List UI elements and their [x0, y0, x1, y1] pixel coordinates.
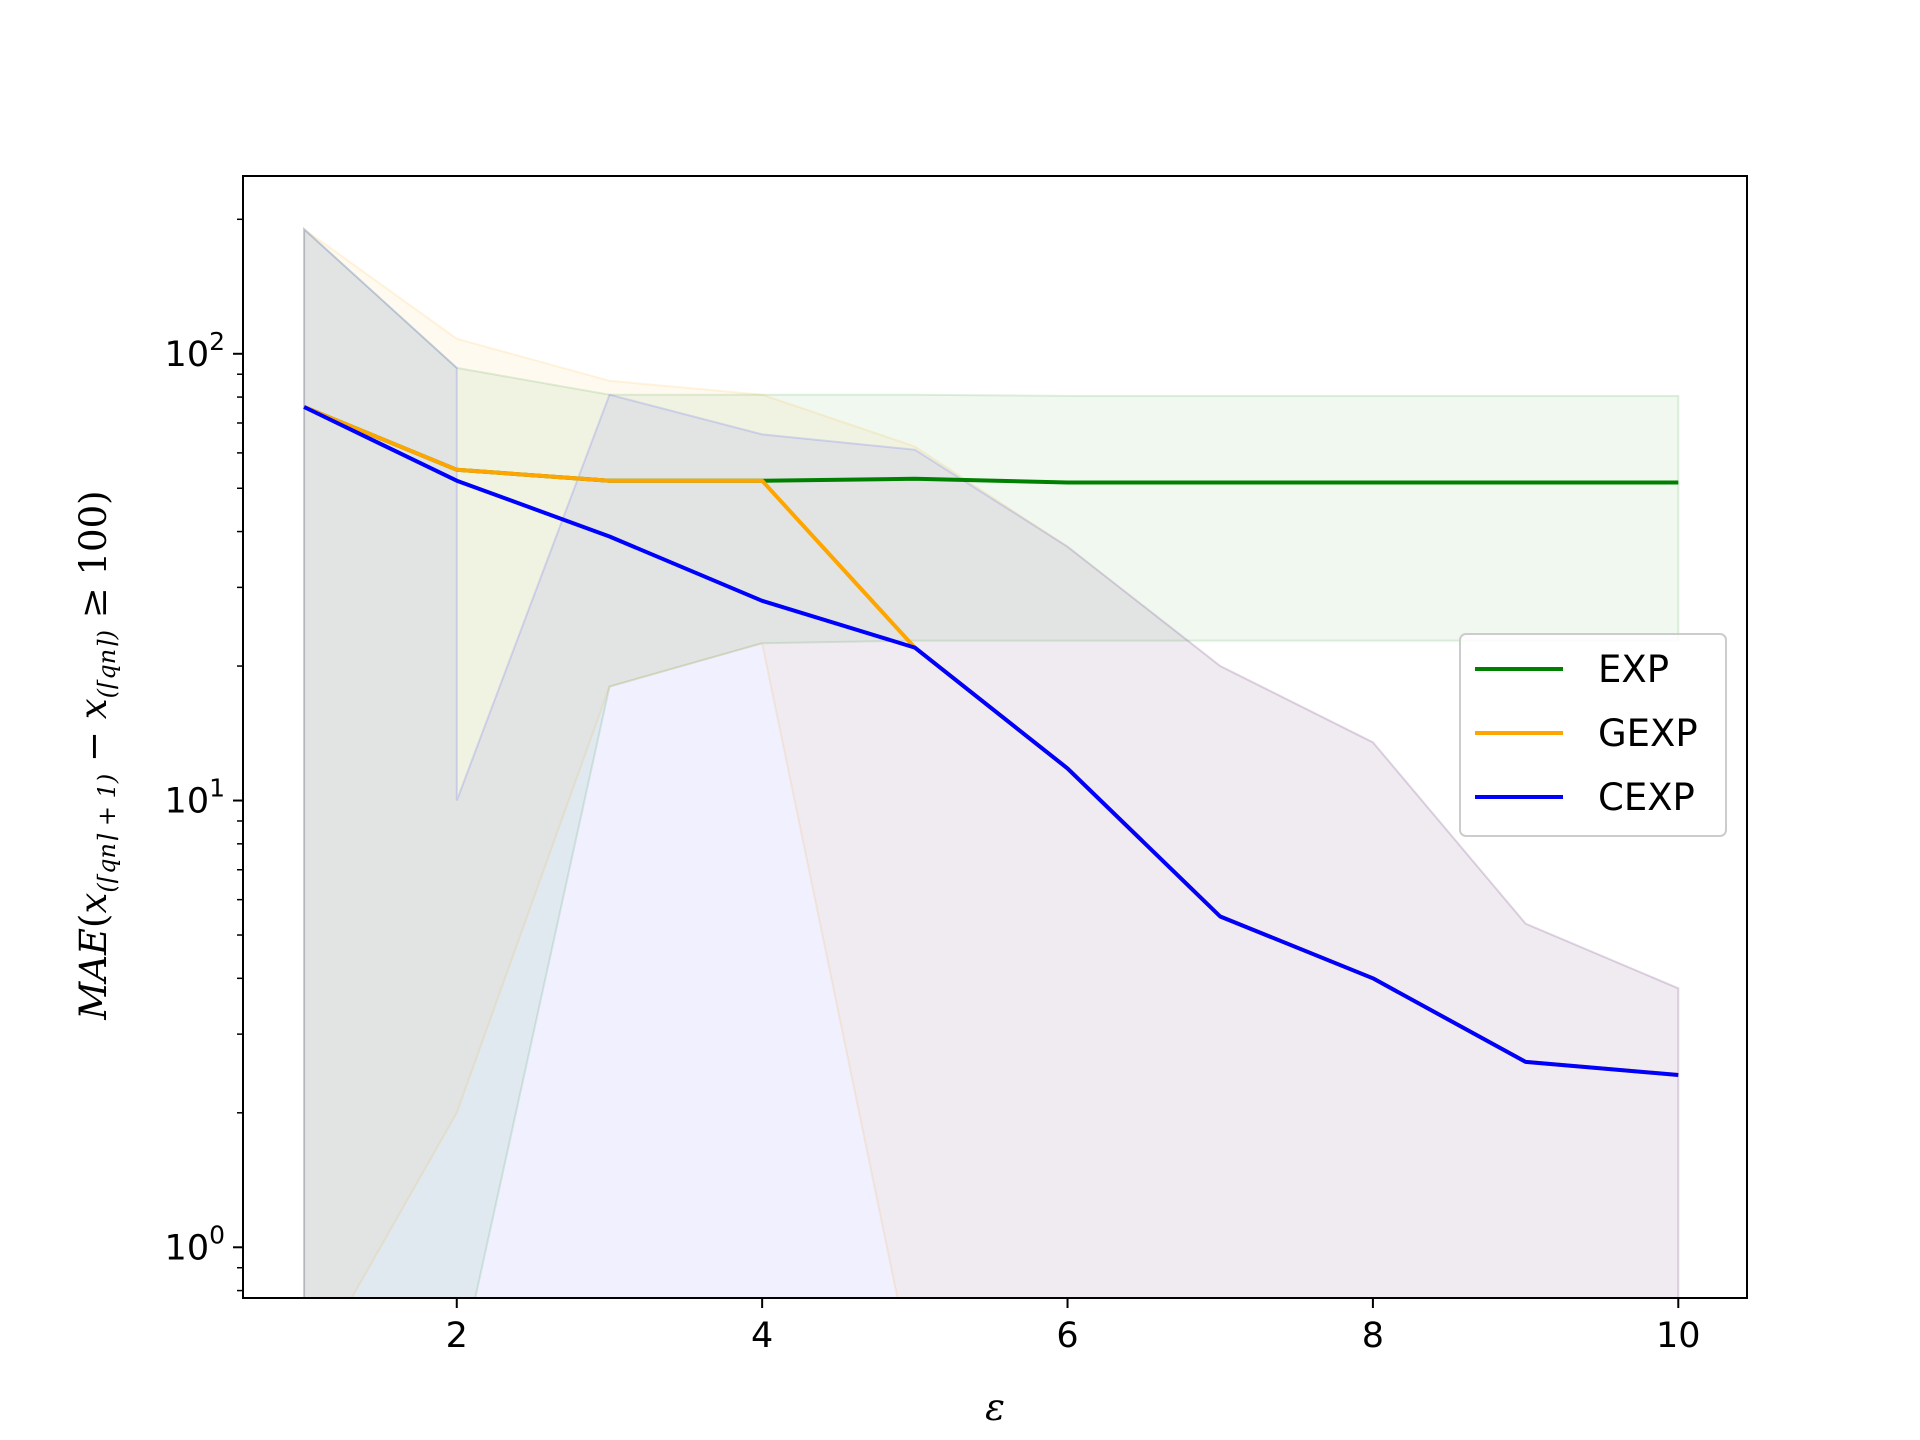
x-axis-label: ε	[985, 1386, 1005, 1429]
band-cexp	[303, 226, 1680, 1298]
x-tick-label: 4	[751, 1316, 773, 1356]
y-axis-label: MAE(x(⌈qn⌉ + 1) − x(⌈qn⌉) ≥ 100)	[72, 490, 121, 1020]
y-label-minus: −	[72, 719, 115, 774]
y-tick-label: 100	[165, 1220, 225, 1268]
confidence-bands	[303, 226, 1680, 1298]
y-label-sub1: (⌈qn⌉ + 1)	[93, 774, 121, 893]
legend-label-exp: EXP	[1598, 648, 1669, 691]
legend-frame	[1459, 633, 1727, 837]
y-label-tail: ≥ 100)	[72, 490, 115, 630]
y-tick-label: 101	[165, 774, 225, 822]
band-gexp	[303, 227, 1680, 1298]
x-tick-label: 8	[1362, 1316, 1384, 1356]
y-label-open: (	[72, 914, 115, 928]
x-tick-label: 2	[446, 1316, 468, 1356]
line-cexp	[303, 405, 1679, 1077]
y-tick-label: 102	[165, 327, 225, 375]
svg-text:MAE(x(⌈qn⌉ + 1) − x(⌈qn⌉) ≥ 10: MAE(x(⌈qn⌉ + 1) − x(⌈qn⌉) ≥ 100)	[72, 490, 121, 1020]
series-lines	[303, 405, 1679, 1077]
plot-frame	[242, 175, 1748, 1299]
y-label-var1: x	[72, 893, 115, 914]
legend-label-cexp: CEXP	[1598, 776, 1695, 819]
y-label-sub2: (⌈qn⌉)	[93, 630, 121, 698]
x-axis-ticks: 2 4 6 8 10	[446, 1298, 1701, 1356]
y-label-lead: MAE	[72, 928, 115, 1021]
x-tick-label: 6	[1056, 1316, 1078, 1356]
x-tick-label: 10	[1656, 1316, 1701, 1356]
y-label-var2: x	[72, 698, 115, 719]
legend: EXP GEXP CEXP	[1459, 633, 1727, 837]
legend-label-gexp: GEXP	[1598, 712, 1698, 755]
y-axis-ticks: 100 101 102	[165, 218, 243, 1292]
